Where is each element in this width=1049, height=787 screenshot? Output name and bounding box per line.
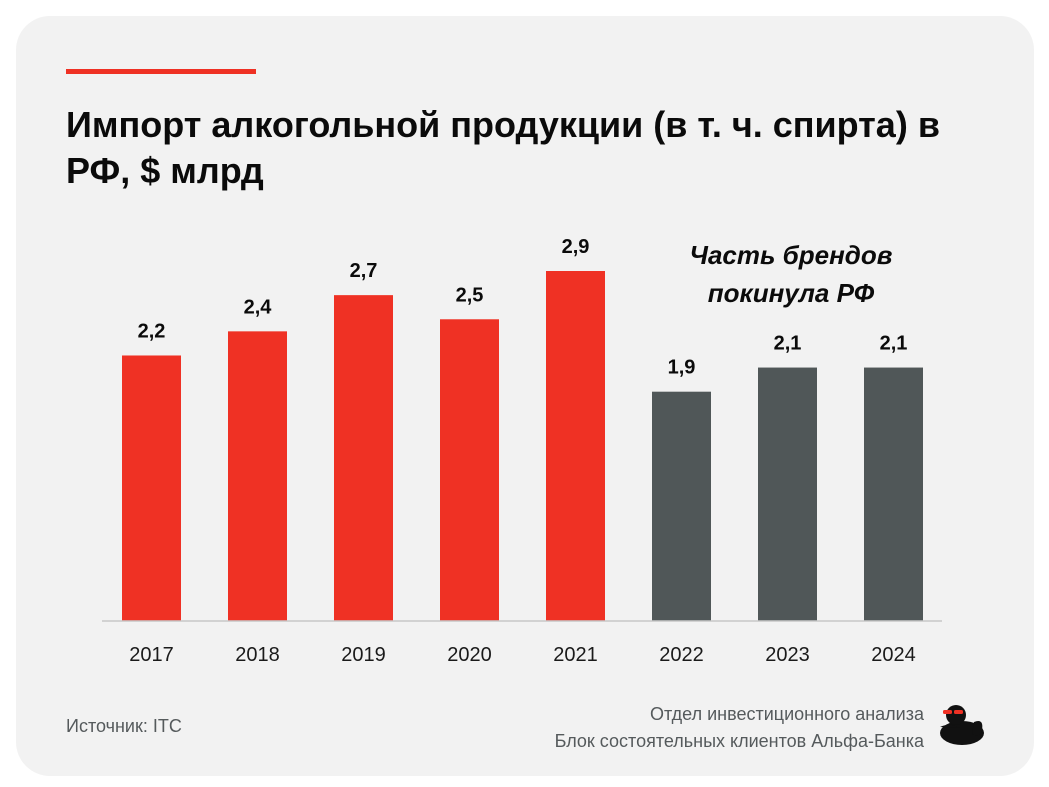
chart-title: Импорт алкогольной продукции (в т. ч. сп…	[66, 104, 940, 191]
value-label-2017: 2,2	[138, 320, 166, 342]
chart-annotation: Часть брендов покинула РФ	[689, 240, 893, 308]
bar-2018	[228, 331, 287, 621]
x-tick-label-2023: 2023	[765, 644, 810, 666]
credit-line-1: Отдел инвестиционного анализа	[650, 704, 924, 724]
duck-logo-icon	[940, 705, 984, 745]
source-note: Источник: ITC	[66, 716, 182, 736]
bar-2023	[758, 367, 817, 621]
bar-2022	[652, 391, 711, 621]
credit-block: Отдел инвестиционного анализа Блок состо…	[555, 701, 924, 755]
value-label-2018: 2,4	[244, 296, 273, 318]
value-labels-group: 2,2 2,4 2,7 2,5 2,9 1,9 2,1 2,1	[138, 236, 908, 379]
value-label-2023: 2,1	[774, 333, 802, 355]
credit-line-2: Блок состоятельных клиентов Альфа-Банка	[554, 731, 924, 751]
bars-group	[122, 271, 923, 621]
value-label-2022: 1,9	[668, 357, 696, 379]
bar-2019	[334, 295, 393, 621]
value-label-2024: 2,1	[880, 333, 908, 355]
value-label-2020: 2,5	[456, 284, 484, 306]
bar-2024	[864, 367, 923, 621]
x-tick-label-2018: 2018	[235, 644, 280, 666]
value-label-2021: 2,9	[562, 236, 590, 258]
bar-2020	[440, 319, 499, 621]
bar-chart: 2,2 2,4 2,7 2,5 2,9 1,9 2,1 2,1 2017 2018 2019 202…	[102, 236, 942, 666]
x-tick-label-2021: 2021	[553, 644, 598, 666]
x-tick-label-2022: 2022	[659, 644, 704, 666]
x-tick-label-2017: 2017	[129, 644, 174, 666]
bar-2021	[546, 271, 605, 621]
x-tick-label-2024: 2024	[871, 644, 916, 666]
value-label-2019: 2,7	[350, 260, 378, 282]
chart-card: Импорт алкогольной продукции (в т. ч. сп…	[16, 16, 1034, 776]
x-tick-label-2019: 2019	[341, 644, 386, 666]
bar-2017	[122, 355, 181, 621]
accent-line	[66, 69, 256, 74]
x-tick-label-2020: 2020	[447, 644, 492, 666]
x-tick-labels-group: 2017 2018 2019 2020 2021 2022 2023 2024	[129, 644, 916, 666]
